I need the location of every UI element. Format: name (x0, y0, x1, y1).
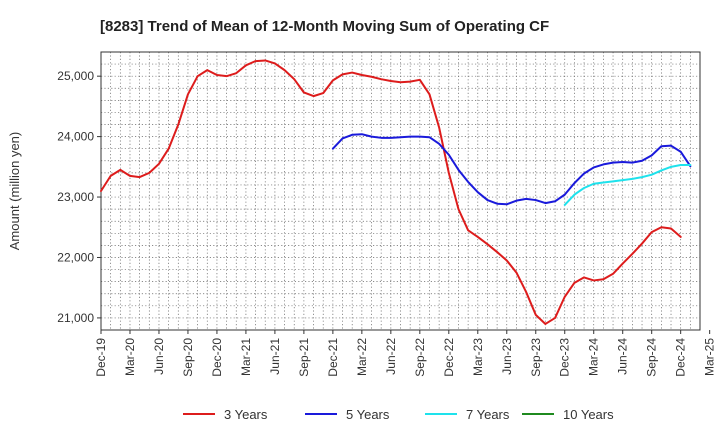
x-tick-label: Sep-21 (297, 338, 311, 377)
chart-title: [8283] Trend of Mean of 12-Month Moving … (100, 18, 549, 35)
y-tick-label: 21,000 (57, 311, 94, 325)
x-tick-label: Jun-22 (384, 338, 398, 375)
x-tick-label: Mar-21 (239, 338, 253, 376)
x-tick-label: Jun-21 (268, 338, 282, 375)
x-tick-label: Dec-22 (442, 338, 456, 377)
grid (100, 51, 701, 330)
y-axis-label: Amount (million yen) (7, 132, 22, 251)
series-line-7-years (563, 164, 692, 206)
series-layer (100, 59, 692, 325)
series-line-5-years (331, 133, 692, 206)
legend-label: 7 Years (466, 407, 510, 422)
y-tick-label: 25,000 (57, 69, 94, 83)
x-tick-label: Mar-20 (123, 338, 137, 376)
x-tick-label: Sep-22 (413, 338, 427, 377)
x-tick-label: Dec-19 (94, 338, 108, 377)
x-tick-label: Dec-23 (558, 338, 572, 377)
x-tick-label: Dec-20 (210, 338, 224, 377)
x-tick-label: Sep-24 (645, 338, 659, 377)
x-tick-label: Dec-24 (674, 338, 688, 377)
x-tick-label: Mar-24 (587, 338, 601, 376)
x-tick-label: Sep-20 (181, 338, 195, 377)
x-tick-label: Mar-22 (355, 338, 369, 376)
y-tick-label: 24,000 (57, 130, 94, 144)
y-tick-label: 22,000 (57, 250, 94, 264)
x-tick-label: Jun-24 (616, 338, 630, 375)
y-tick-label: 23,000 (57, 190, 94, 204)
x-tick-label: Jun-20 (152, 338, 166, 375)
legend-label: 10 Years (563, 407, 614, 422)
y-axis: 21,000 22,000 23,000 24,000 25,000 (57, 69, 101, 325)
x-tick-label: Mar-25 (703, 338, 717, 376)
x-tick-label: Sep-23 (529, 338, 543, 377)
x-tick-label: Dec-21 (326, 338, 340, 377)
legend: 3 Years 5 Years 7 Years 10 Years (183, 407, 614, 422)
legend-label: 5 Years (346, 407, 390, 422)
legend-label: 3 Years (224, 407, 268, 422)
series-line-3-years (100, 59, 682, 325)
x-tick-label: Mar-23 (471, 338, 485, 376)
x-axis: Dec-19 Mar-20 Jun-20 Sep-20 Dec-20 Mar-21 Jun-… (94, 330, 717, 377)
x-tick-label: Jun-23 (500, 338, 514, 375)
